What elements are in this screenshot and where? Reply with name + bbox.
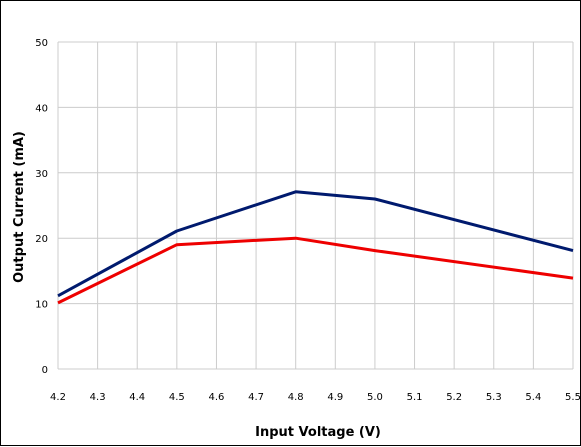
x-tick-label: 5.5 xyxy=(565,392,581,403)
x-tick-label: 5.4 xyxy=(525,392,541,403)
x-tick-label: 5.2 xyxy=(446,392,462,403)
x-tick-label: 5.0 xyxy=(367,392,383,403)
x-tick-label: 5.1 xyxy=(407,392,423,403)
x-tick-label: 4.2 xyxy=(50,392,66,403)
grid xyxy=(57,41,574,370)
y-tick-label: 50 xyxy=(35,38,48,49)
x-tick-label: 5.3 xyxy=(486,392,502,403)
y-tick-label: 0 xyxy=(42,365,48,376)
x-tick-label: 4.9 xyxy=(327,392,343,403)
tick-labels: 4.2 4.3 4.4 4.5 4.6 4.7 4.8 4.9 5.0 5.1 5.2 5.3 5.4 5… xyxy=(35,38,581,403)
y-tick-label: 10 xyxy=(35,300,48,311)
x-tick-label: 4.6 xyxy=(209,392,225,403)
y-axis-title: Output Current (mA) xyxy=(12,131,27,283)
x-tick-label: 4.4 xyxy=(129,392,145,403)
x-tick-label: 4.5 xyxy=(169,392,185,403)
y-tick-label: 20 xyxy=(35,234,48,245)
y-tick-label: 30 xyxy=(35,169,48,180)
series-lines xyxy=(57,190,574,305)
x-tick-label: 4.8 xyxy=(288,392,304,403)
x-axis-title: Input Voltage (V) xyxy=(255,425,381,440)
series-line-2 xyxy=(57,236,574,305)
x-tick-label: 4.7 xyxy=(248,392,264,403)
y-tick-label: 40 xyxy=(35,103,48,114)
series-line-1 xyxy=(57,190,574,298)
x-tick-label: 4.3 xyxy=(90,392,106,403)
